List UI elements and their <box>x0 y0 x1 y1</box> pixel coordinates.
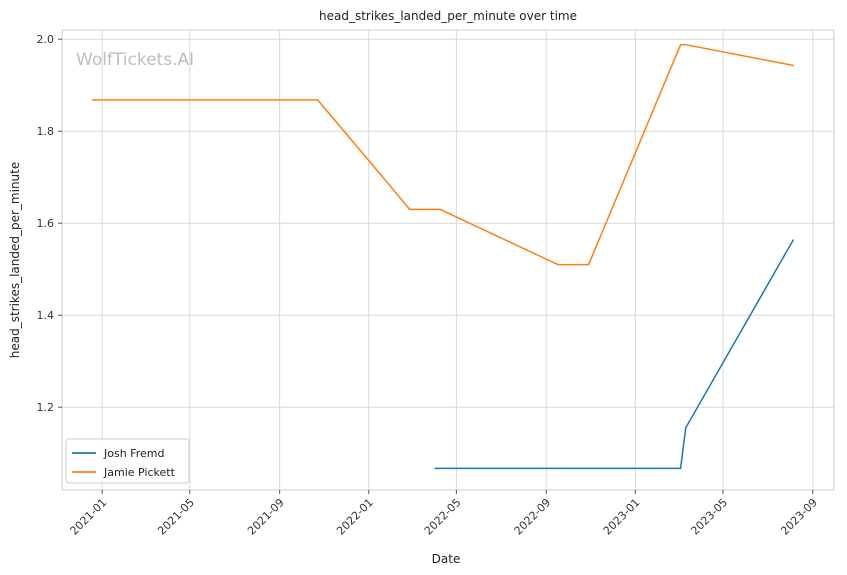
y-axis-title: head_strikes_landed_per_minute <box>8 162 22 359</box>
legend-label: Jamie Pickett <box>103 466 176 479</box>
series-point-1 <box>792 64 794 67</box>
plot-frame <box>61 29 835 491</box>
series-line-0 <box>434 239 794 470</box>
x-axis-title: Date <box>432 552 461 566</box>
legend: Josh Fremd Jamie Pickett <box>65 438 190 484</box>
series-point-0 <box>792 239 794 242</box>
legend-label: Josh Fremd <box>103 447 164 460</box>
grid <box>62 30 834 490</box>
y-tick-label: 1.4 <box>37 309 55 322</box>
series-point-1 <box>684 43 687 46</box>
chart-title: head_strikes_landed_per_minute over time <box>319 9 577 23</box>
series-point-1 <box>557 263 559 266</box>
y-tick-label: 1.8 <box>37 125 55 138</box>
series-point-1 <box>439 208 442 211</box>
series-point-1 <box>91 99 94 101</box>
series-point-1 <box>378 171 380 174</box>
legend-box <box>65 438 190 484</box>
y-tick-label: 2.0 <box>37 33 55 46</box>
y-tick-label: 1.6 <box>37 217 55 230</box>
series-point-0 <box>684 427 687 429</box>
series-point-1 <box>408 208 411 211</box>
series-lines <box>91 43 794 470</box>
watermark: WolfTickets.AI <box>76 50 194 70</box>
series-point-1 <box>587 263 590 266</box>
series-line-1 <box>91 43 794 266</box>
series-point-0 <box>679 467 682 470</box>
series-point-0 <box>434 467 437 470</box>
series-point-1 <box>679 43 682 46</box>
series-point-1 <box>316 99 319 101</box>
y-tick-label: 1.2 <box>37 401 55 414</box>
